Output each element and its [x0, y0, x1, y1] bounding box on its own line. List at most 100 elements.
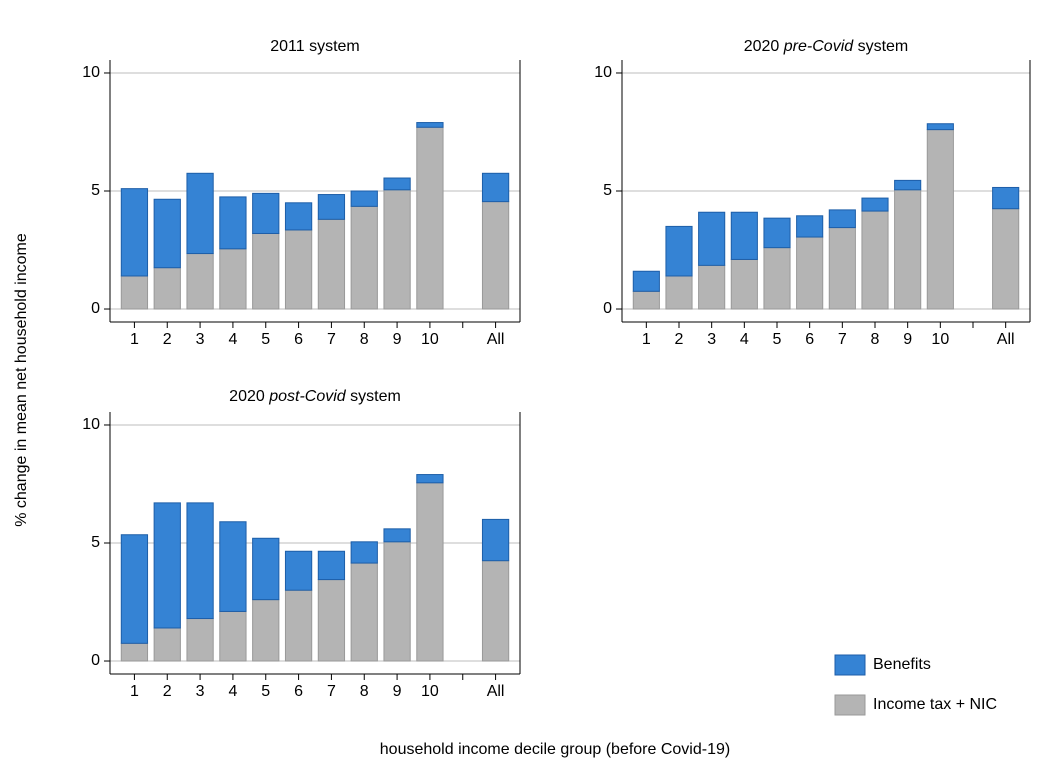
bar-segment — [252, 192, 280, 234]
bar-segment — [665, 225, 693, 277]
x-tick-label: 1 — [642, 331, 651, 348]
bar-segment — [120, 534, 149, 644]
y-axis-label: % change in mean net household income — [13, 233, 30, 527]
bar-segment — [186, 253, 214, 310]
bar-segment — [317, 550, 346, 581]
bar-segment — [861, 197, 889, 212]
bar-segment — [153, 502, 181, 629]
bar-segment — [153, 627, 181, 662]
x-tick-label: 4 — [228, 331, 237, 348]
y-tick-label: 0 — [603, 300, 612, 317]
bar-segment — [317, 579, 346, 662]
bar-segment — [120, 642, 149, 662]
bar-segment — [828, 209, 856, 229]
title-part: pre-Covid — [783, 38, 854, 55]
bar-segment — [252, 537, 280, 601]
y-tick-label: 5 — [91, 534, 100, 551]
title-part: system — [853, 38, 908, 55]
bar-segment — [828, 227, 856, 310]
x-tick-label: 7 — [838, 331, 847, 348]
bar-segment — [383, 541, 411, 662]
bar-segment — [796, 215, 824, 238]
bar-segment — [481, 172, 510, 203]
bar-segment — [153, 198, 181, 269]
bar-segment — [219, 248, 247, 310]
x-tick-label: All — [997, 331, 1015, 348]
x-tick-label: 7 — [327, 683, 336, 700]
bar-segment — [481, 201, 510, 310]
bar-segment — [252, 599, 280, 662]
x-tick-label: 4 — [228, 683, 237, 700]
bar-segment — [186, 502, 214, 620]
bar-segment — [416, 122, 444, 128]
x-tick-label: 8 — [871, 331, 880, 348]
bar-segment — [186, 172, 214, 255]
bar-segment — [120, 188, 149, 277]
legend-label: Benefits — [873, 656, 931, 673]
x-tick-label: 8 — [360, 331, 369, 348]
bar-segment — [632, 270, 660, 292]
bar-segment — [926, 129, 954, 310]
y-tick-label: 5 — [603, 182, 612, 199]
title-part: 2011 system — [270, 38, 360, 55]
bar-segment — [317, 218, 346, 310]
x-tick-label: 6 — [805, 331, 814, 348]
legend-swatch — [834, 694, 866, 716]
bar-segment — [383, 528, 411, 543]
bar-segment — [219, 196, 247, 250]
bar-segment — [796, 236, 824, 310]
x-tick-label: 10 — [421, 331, 439, 348]
bar-segment — [730, 258, 758, 310]
bar-segment — [416, 126, 444, 310]
y-tick-label: 5 — [91, 182, 100, 199]
bar-segment — [894, 179, 922, 191]
bar-segment — [698, 211, 726, 266]
title-part: 2020 — [229, 388, 269, 405]
x-tick-label: 3 — [707, 331, 716, 348]
x-tick-label: 9 — [393, 331, 402, 348]
x-axis-label: household income decile group (before Co… — [380, 741, 730, 758]
y-tick-label: 10 — [82, 416, 100, 433]
x-tick-label: 5 — [261, 683, 270, 700]
x-tick-label: All — [487, 683, 505, 700]
bar-segment — [284, 229, 313, 310]
bar-segment — [350, 190, 378, 207]
title-part: 2020 — [744, 38, 784, 55]
bar-segment — [120, 275, 149, 310]
title-part: system — [346, 388, 401, 405]
x-tick-label: 8 — [360, 683, 369, 700]
bar-segment — [926, 123, 954, 131]
title-part: post-Covid — [268, 388, 347, 405]
bar-segment — [350, 541, 378, 564]
x-tick-label: 2 — [163, 683, 172, 700]
bar-segment — [383, 177, 411, 191]
bar-segment — [481, 560, 510, 662]
y-tick-label: 0 — [91, 300, 100, 317]
legend-label: Income tax + NIC — [873, 696, 997, 713]
panel-title: 2011 system — [270, 38, 360, 55]
bar-segment — [763, 217, 791, 249]
x-tick-label: 6 — [294, 331, 303, 348]
x-tick-label: 5 — [261, 331, 270, 348]
x-tick-label: 7 — [327, 331, 336, 348]
bar-segment — [284, 550, 313, 591]
bar-segment — [416, 482, 444, 662]
x-tick-label: 10 — [931, 331, 949, 348]
x-tick-label: 2 — [675, 331, 684, 348]
bar-segment — [992, 186, 1020, 210]
x-tick-label: 4 — [740, 331, 749, 348]
panel-title: 2020 pre-Covid system — [744, 38, 909, 55]
bar-segment — [730, 211, 758, 260]
bar-segment — [665, 275, 693, 310]
bar-segment — [350, 205, 378, 310]
bar-segment — [383, 189, 411, 310]
bar-segment — [481, 518, 510, 562]
x-tick-label: 9 — [393, 683, 402, 700]
x-tick-label: 2 — [163, 331, 172, 348]
panel-title: 2020 post-Covid system — [229, 388, 401, 405]
bar-segment — [992, 208, 1020, 310]
bar-segment — [861, 210, 889, 310]
x-tick-label: 1 — [130, 331, 139, 348]
y-tick-label: 10 — [82, 64, 100, 81]
